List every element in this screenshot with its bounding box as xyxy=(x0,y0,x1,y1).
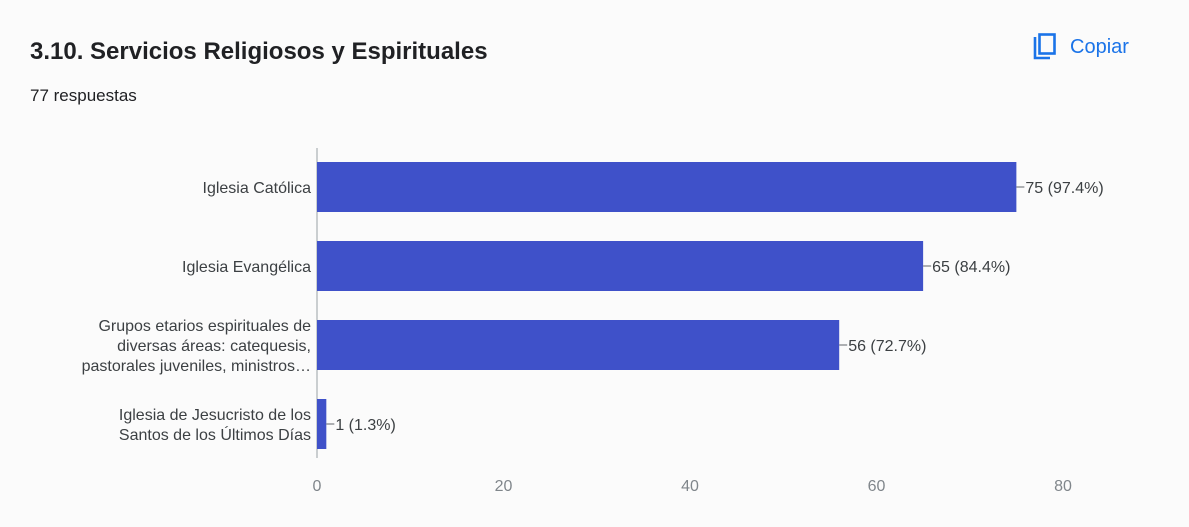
category-label-1: Iglesia Católica xyxy=(203,180,312,197)
x-tick-label-80: 80 xyxy=(1054,478,1072,495)
value-label-1: 75 (97.4%) xyxy=(1025,180,1103,197)
copy-button-label: Copiar xyxy=(1070,35,1129,58)
bar-2 xyxy=(317,241,924,291)
copy-button[interactable]: Copiar xyxy=(1032,33,1129,61)
category-label-2: Iglesia Evangélica xyxy=(182,259,311,276)
category-label-4: Iglesia de Jesucristo de los Santos de lo… xyxy=(119,407,311,444)
bar-4 xyxy=(317,399,327,449)
bar-1 xyxy=(317,162,1017,212)
value-label-3: 56 (72.7%) xyxy=(848,338,926,355)
response-count: 77 respuestas xyxy=(30,86,137,105)
x-tick-label-60: 60 xyxy=(868,478,886,495)
x-tick-label-0: 0 xyxy=(313,478,322,495)
category-label-3: Grupos etarios espirituales de diversas á… xyxy=(82,318,312,375)
x-tick-label-20: 20 xyxy=(495,478,513,495)
value-label-4: 1 (1.3%) xyxy=(335,417,395,434)
x-tick-label-40: 40 xyxy=(681,478,699,495)
bar-3 xyxy=(317,320,840,370)
value-label-2: 65 (84.4%) xyxy=(932,259,1010,276)
copy-icon xyxy=(1032,33,1056,61)
chart-title: 3.10. Servicios Religiosos y Espirituale… xyxy=(30,38,488,65)
